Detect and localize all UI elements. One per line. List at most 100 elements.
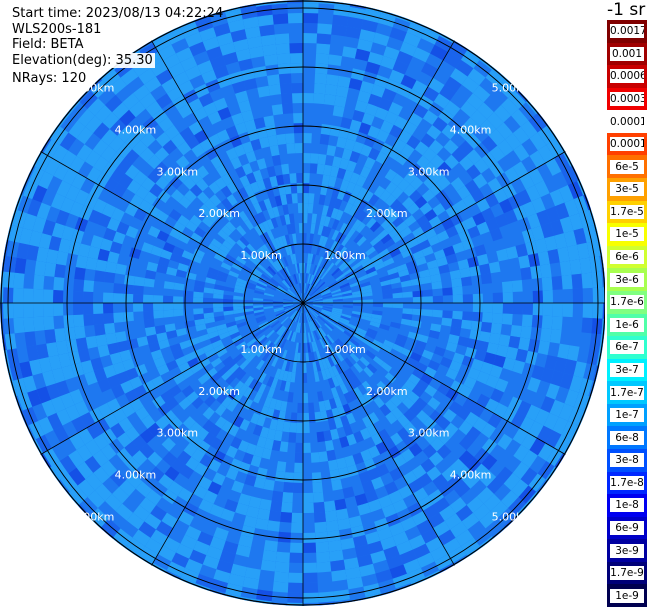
range-gate-cell xyxy=(479,511,498,529)
range-gate-cell xyxy=(370,343,381,353)
range-gate-cell xyxy=(520,325,532,339)
range-gate-cell xyxy=(171,552,190,568)
range-gate-cell xyxy=(256,436,267,448)
range-gate-cell xyxy=(271,439,282,452)
range-gate-cell xyxy=(319,214,327,226)
range-gate-cell xyxy=(283,306,294,311)
range-gate-cell xyxy=(380,361,392,373)
range-gate-cell xyxy=(133,124,150,141)
range-gate-cell xyxy=(493,402,508,418)
range-gate-cell xyxy=(444,513,462,530)
range-gate-cell xyxy=(440,356,453,369)
range-gate-cell xyxy=(531,197,546,214)
range-gate-cell xyxy=(276,312,286,318)
range-gate-cell xyxy=(163,536,181,553)
range-gate-cell xyxy=(242,264,253,273)
range-gate-cell xyxy=(385,78,401,93)
range-gate-cell xyxy=(203,490,218,504)
range-gate-cell xyxy=(352,219,362,231)
range-gate-cell xyxy=(198,92,214,107)
range-gate-cell xyxy=(143,310,154,320)
range-gate-cell xyxy=(294,143,303,154)
range-gate-cell xyxy=(331,292,343,297)
range-gate-cell xyxy=(318,235,325,246)
range-gate-cell xyxy=(331,312,342,318)
range-gate-cell xyxy=(384,481,399,495)
range-gate-cell xyxy=(558,403,574,421)
range-gate-cell xyxy=(158,116,174,133)
range-gate-cell xyxy=(53,303,64,317)
range-gate-cell xyxy=(118,417,134,433)
range-gate-cell xyxy=(380,343,393,353)
range-gate-cell xyxy=(268,240,276,252)
range-gate-cell xyxy=(280,83,293,95)
range-gate-cell xyxy=(246,172,257,185)
range-gate-cell xyxy=(146,334,159,345)
range-gate-cell xyxy=(272,206,280,218)
range-gate-cell xyxy=(323,216,331,227)
range-gate-cell xyxy=(336,405,347,418)
range-gate-cell xyxy=(13,303,24,319)
range-gate-cell xyxy=(310,321,316,332)
range-gate-cell xyxy=(234,284,246,291)
range-gate-cell xyxy=(207,330,219,339)
range-gate-cell xyxy=(343,267,354,276)
range-gate-cell xyxy=(313,511,326,523)
range-gate-cell xyxy=(209,536,226,551)
range-gate-cell xyxy=(202,407,215,420)
range-gate-cell xyxy=(382,288,393,295)
range-gate-cell xyxy=(459,435,474,451)
range-gate-cell xyxy=(261,244,271,255)
range-gate-cell xyxy=(223,306,234,312)
range-gate-cell xyxy=(26,345,39,362)
range-gate-cell xyxy=(178,510,195,526)
colorbar-swatch: 3e-7 xyxy=(607,358,647,382)
range-gate-cell xyxy=(550,370,564,387)
range-gate-cell xyxy=(310,331,316,342)
range-gate-cell xyxy=(189,421,203,436)
range-gate-cell xyxy=(261,273,271,282)
range-gate-cell xyxy=(275,174,285,186)
range-gate-cell xyxy=(305,273,308,284)
colorbar-label: 3e-7 xyxy=(610,362,644,377)
range-gate-cell xyxy=(325,74,339,86)
range-gate-cell xyxy=(322,304,333,307)
range-gate-cell xyxy=(342,46,358,59)
range-gate-cell xyxy=(331,267,341,277)
range-gate-cell xyxy=(193,297,204,303)
range-gate-cell xyxy=(295,322,299,333)
range-gate-cell xyxy=(144,269,157,280)
azimuth-spoke xyxy=(302,40,455,304)
colorbar-swatch: 6e-7 xyxy=(607,336,647,360)
range-gate-cell xyxy=(201,69,217,84)
range-gate-cell xyxy=(233,288,245,294)
range-gate-cell xyxy=(340,415,350,427)
range-gate-cell xyxy=(16,242,30,260)
range-gate-cell xyxy=(342,190,352,203)
range-gate-cell xyxy=(579,257,592,274)
range-gate-cell xyxy=(223,298,234,303)
range-gate-cell xyxy=(253,305,264,309)
range-gate-cell xyxy=(158,545,176,562)
range-gate-cell xyxy=(295,342,299,353)
range-gate-cell xyxy=(92,198,107,214)
range-gate-cell xyxy=(207,243,220,253)
range-gate-cell xyxy=(314,521,328,533)
range-gate-cell xyxy=(311,320,317,331)
range-gate-cell xyxy=(401,143,415,158)
range-gate-cell xyxy=(402,291,413,298)
range-gate-cell xyxy=(303,293,306,303)
range-gate-cell xyxy=(264,269,274,278)
range-gate-cell xyxy=(540,263,552,278)
range-gate-cell xyxy=(294,312,300,322)
range-gate-cell xyxy=(138,68,156,85)
range-gate-cell xyxy=(195,323,207,332)
range-gate-cell xyxy=(282,370,289,382)
range-gate-cell xyxy=(103,227,117,242)
range-gate-cell xyxy=(320,311,331,317)
range-gate-cell xyxy=(364,103,379,117)
range-gate-cell xyxy=(334,363,343,375)
range-gate-cell xyxy=(368,412,380,425)
range-gate-cell xyxy=(97,213,112,228)
range-gate-cell xyxy=(263,198,273,210)
